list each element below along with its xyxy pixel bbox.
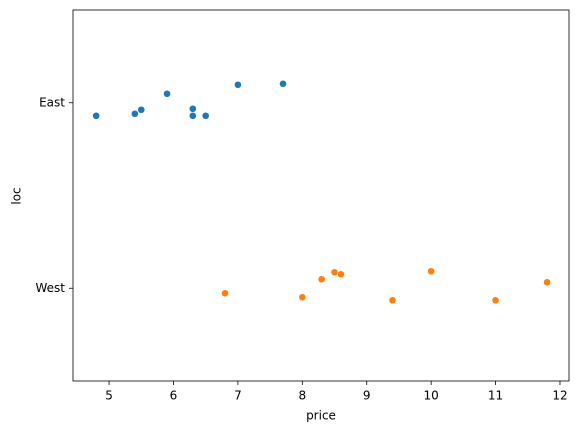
- point: [337, 270, 345, 278]
- x-tick-label: 5: [105, 389, 113, 403]
- point: [221, 289, 229, 297]
- point: [331, 268, 338, 276]
- plot-frame: [72, 9, 570, 382]
- point: [137, 106, 145, 114]
- x-tick-label: 9: [363, 389, 371, 403]
- x-tick-label: 12: [552, 389, 567, 403]
- point: [131, 110, 139, 118]
- point: [234, 81, 242, 89]
- y-axis-label: loc: [10, 187, 24, 204]
- x-tick-label: 11: [488, 389, 503, 403]
- x-tick-label: 7: [234, 389, 242, 403]
- point: [389, 296, 396, 304]
- point: [492, 296, 499, 304]
- point: [543, 278, 551, 286]
- y-tick-label: West: [35, 281, 65, 295]
- point: [427, 267, 435, 275]
- point: [299, 293, 306, 301]
- point: [92, 112, 100, 120]
- x-tick-label: 10: [424, 389, 439, 403]
- x-tick-label: 8: [298, 389, 306, 403]
- point: [279, 80, 287, 88]
- y-tick-label: East: [39, 95, 65, 109]
- point: [163, 90, 171, 98]
- x-axis-label: price: [306, 409, 336, 423]
- point: [318, 275, 325, 283]
- point: [189, 112, 197, 120]
- point: [202, 112, 209, 120]
- point: [189, 105, 197, 113]
- x-tick-label: 6: [170, 389, 178, 403]
